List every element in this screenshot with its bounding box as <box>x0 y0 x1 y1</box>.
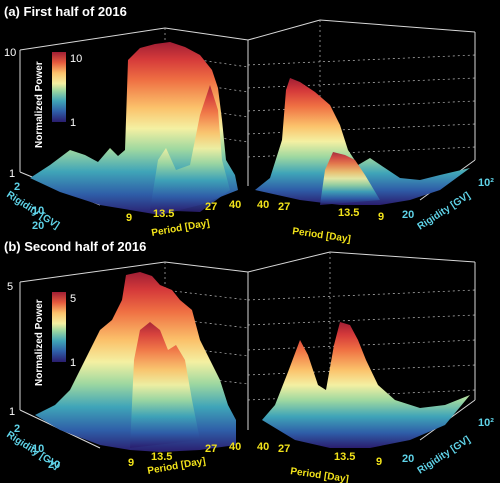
panel-b-period-label-right: Period [Day] <box>290 466 350 483</box>
panel-a-per-tick-right-9: 9 <box>378 211 384 223</box>
panel-a-ztick-1: 1 <box>9 168 15 180</box>
panel-b-frame <box>19 251 476 449</box>
panel-b-per-tick-27: 27 <box>205 443 217 455</box>
panel-a-colorbar <box>52 52 66 122</box>
panel-a-per-tick-right-13.5: 13.5 <box>338 207 359 219</box>
panel-a-surface-right <box>255 78 470 205</box>
panel-b-per-tick-right-40: 40 <box>257 441 269 453</box>
panel-a-ztick-10: 10 <box>4 47 16 59</box>
panel-a-per-tick-right-27: 27 <box>278 201 290 213</box>
panel-b-rigidity-label-right: Rigidity [GV] <box>416 434 473 476</box>
panel-a-per-tick-13.5: 13.5 <box>153 208 174 220</box>
panel-a-surface-left-ridge <box>150 85 230 212</box>
panel-b-zlabel: Normalized Power <box>34 299 45 386</box>
panel-b-ztick-5: 5 <box>7 281 13 293</box>
panel-a-rig-tick-2: 2 <box>14 181 20 193</box>
panel-b-per-tick-right-13.5: 13.5 <box>334 451 355 463</box>
panel-a-per-tick-right-40: 40 <box>257 199 269 211</box>
panel-a-cbar-tick-bottom: 1 <box>70 117 76 129</box>
panel-b-surface-right <box>262 322 470 448</box>
panel-a-zlabel: Normalized Power <box>34 61 45 148</box>
panel-b-title: (b) Second half of 2016 <box>4 239 146 254</box>
panel-a-per-tick-9: 9 <box>126 212 132 224</box>
panel-a-rig-tick-right-20: 20 <box>402 209 414 221</box>
panel-b-rig-tick-right-20: 20 <box>402 453 414 465</box>
panel-b-per-tick-right-27: 27 <box>278 443 290 455</box>
panel-b-cbar-tick-bottom: 1 <box>70 357 76 369</box>
panel-a-period-label-left: Period [Day] <box>151 218 211 239</box>
panel-b-rig-tick-right-100: 10² <box>478 417 494 429</box>
panel-a-per-tick-40: 40 <box>229 199 241 211</box>
panel-b-rigidity-label-left: Rigidity [GV] <box>4 429 61 471</box>
panel-b-surface-left-ridge <box>130 322 200 448</box>
panel-b-colorbar <box>52 292 66 362</box>
panel-a-surface-right-ridge <box>320 152 380 205</box>
panel-a-rig-tick-10: 10 <box>32 205 44 217</box>
panel-b-rig-tick-2: 2 <box>14 423 20 435</box>
panel-b-per-tick-9: 9 <box>128 457 134 469</box>
panel-b-per-tick-right-9: 9 <box>376 456 382 468</box>
panel-b-rig-tick-20: 20 <box>48 459 60 471</box>
panel-a-title: (a) First half of 2016 <box>4 4 127 19</box>
panel-a-rig-tick-20: 20 <box>32 220 44 232</box>
panel-b: (b) Second half of 2016 5 1 <box>4 239 494 483</box>
panel-a-cbar-tick-top: 10 <box>70 53 82 65</box>
panel-b-per-tick-13.5: 13.5 <box>151 451 172 463</box>
panel-a: (a) First half of 2016 <box>4 4 494 245</box>
panel-b-ztick-1: 1 <box>9 406 15 418</box>
panel-b-per-tick-40: 40 <box>229 441 241 453</box>
panel-b-cbar-tick-top: 5 <box>70 293 76 305</box>
panel-a-period-label-right: Period [Day] <box>292 226 352 245</box>
panel-b-rig-tick-10: 10 <box>32 443 44 455</box>
panel-a-per-tick-27: 27 <box>205 201 217 213</box>
panel-a-rig-tick-right-100: 10² <box>478 177 494 189</box>
